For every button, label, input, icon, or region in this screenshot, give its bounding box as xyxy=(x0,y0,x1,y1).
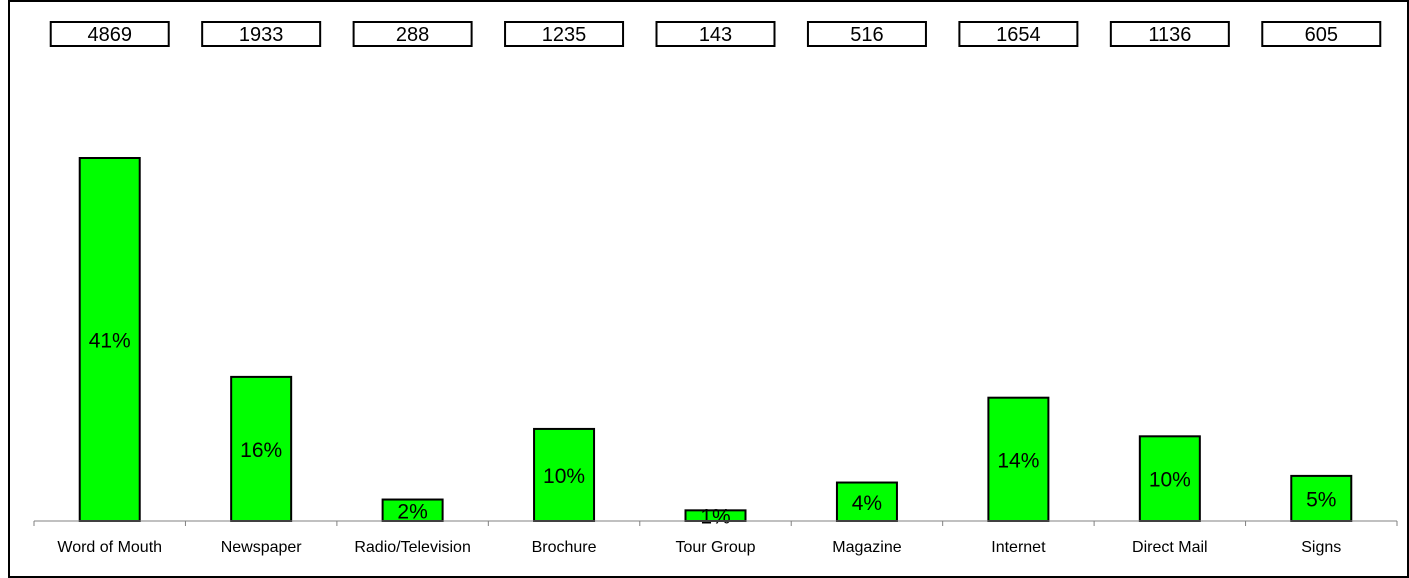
category-label: Word of Mouth xyxy=(57,539,162,556)
count-label: 143 xyxy=(699,24,732,46)
category-label: Direct Mail xyxy=(1132,539,1208,556)
count-box xyxy=(1261,21,1382,47)
count-label: 1136 xyxy=(1148,24,1191,46)
count-box xyxy=(352,21,473,47)
percent-label: 16% xyxy=(240,439,282,462)
percent-label: 14% xyxy=(997,449,1039,472)
bar xyxy=(1290,474,1353,523)
percent-label: 4% xyxy=(852,492,882,515)
percent-label: 5% xyxy=(1306,488,1336,511)
percent-label: 10% xyxy=(543,465,585,488)
count-label: 4869 xyxy=(87,24,132,46)
bar xyxy=(835,481,898,522)
count-box xyxy=(806,21,927,47)
count-box xyxy=(49,21,170,47)
bar xyxy=(987,396,1050,522)
count-box xyxy=(504,21,625,47)
bar xyxy=(78,157,141,522)
count-box xyxy=(655,21,776,47)
bars: 41% 16% 2% 10% 1% 4% 14% 10% 5% xyxy=(78,157,1353,529)
category-label: Newspaper xyxy=(221,539,303,556)
count-label: 1654 xyxy=(996,24,1041,46)
category-label: Tour Group xyxy=(675,539,755,556)
count-label: 605 xyxy=(1305,24,1338,46)
percent-label: 41% xyxy=(89,330,131,353)
count-label-row: 4869 1933 288 1235 143 516 1654 1136 605 xyxy=(49,21,1382,47)
percent-label: 1% xyxy=(700,506,730,529)
bar xyxy=(230,375,293,523)
category-label: Magazine xyxy=(832,539,901,556)
count-box xyxy=(958,21,1079,47)
bar xyxy=(1138,435,1201,523)
count-label: 1933 xyxy=(239,24,284,46)
percent-label: 10% xyxy=(1149,469,1191,492)
category-label: Signs xyxy=(1301,539,1341,556)
count-box xyxy=(1109,21,1230,47)
count-box xyxy=(201,21,322,47)
category-label: Internet xyxy=(991,539,1046,556)
category-labels: Word of Mouth Newspaper Radio/Television Br… xyxy=(57,539,1341,556)
count-label: 288 xyxy=(396,24,429,46)
x-axis-ticks xyxy=(33,521,1398,526)
category-label: Radio/Television xyxy=(354,539,471,556)
category-label: Brochure xyxy=(532,539,597,556)
percent-label: 2% xyxy=(397,500,427,523)
count-label: 1235 xyxy=(542,24,587,46)
count-label: 516 xyxy=(850,24,883,46)
